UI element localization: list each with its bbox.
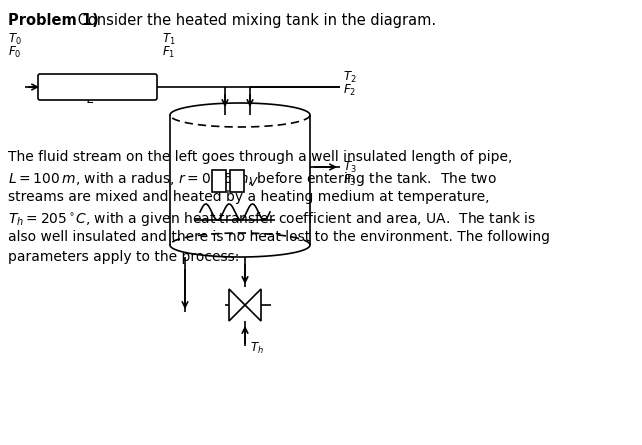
Bar: [230, 170, 244, 192]
Bar: [212, 170, 226, 192]
Text: $T_1$: $T_1$: [162, 32, 176, 47]
Text: $T_h = 205\,^{\circ}C$, with a given heat transfer coefficient and area, UA.  Th: $T_h = 205\,^{\circ}C$, with a given hea…: [8, 210, 536, 228]
Text: $L$: $L$: [86, 93, 94, 106]
Text: parameters apply to the process:: parameters apply to the process:: [8, 250, 239, 264]
FancyBboxPatch shape: [38, 74, 157, 100]
Text: The fluid stream on the left goes through a well insulated length of pipe,: The fluid stream on the left goes throug…: [8, 150, 512, 164]
Text: $T_2$: $T_2$: [343, 70, 356, 85]
Text: $T_h$: $T_h$: [250, 341, 264, 356]
Polygon shape: [245, 289, 261, 321]
Text: $F_2$: $F_2$: [343, 83, 356, 98]
Text: Consider the heated mixing tank in the diagram.: Consider the heated mixing tank in the d…: [73, 13, 436, 28]
Text: $F_0$: $F_0$: [8, 45, 21, 60]
Text: $V$: $V$: [248, 177, 259, 190]
Text: $T_0$: $T_0$: [8, 32, 22, 47]
Text: $L = 100\,m$, with a radus, $r = 0.05\,m$, before entering the tank.  The two: $L = 100\,m$, with a radus, $r = 0.05\,m…: [8, 170, 497, 188]
Polygon shape: [229, 289, 245, 321]
Text: Problem 1): Problem 1): [8, 13, 99, 28]
Text: $T_3$: $T_3$: [343, 160, 357, 175]
Text: streams are mixed and heated by a heating medium at temperature,: streams are mixed and heated by a heatin…: [8, 190, 489, 204]
Text: $F_1$: $F_1$: [162, 45, 175, 60]
Text: also well insulated and there is no heat lost to the environment. The following: also well insulated and there is no heat…: [8, 230, 550, 244]
Text: $F_3$: $F_3$: [343, 173, 356, 188]
